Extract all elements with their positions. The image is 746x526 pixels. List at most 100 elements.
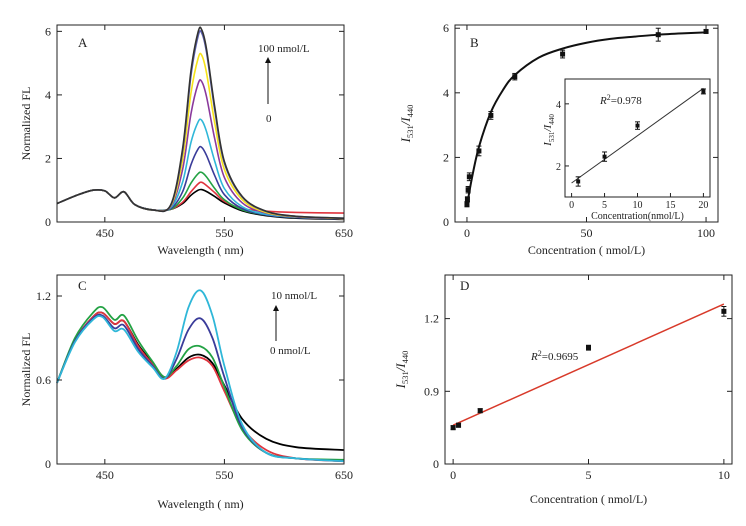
panel-b-inset-r2-label: R2=0.978 bbox=[599, 93, 642, 107]
panel-c-spectrum-line bbox=[56, 313, 345, 463]
panel-b-y-label-sep: / bbox=[398, 120, 413, 126]
panel-b-inset-y-tick-label: 2 bbox=[556, 162, 561, 173]
panel-a-y-tick-label: 2 bbox=[45, 151, 51, 165]
panel-d-y-tick-label: 0.9 bbox=[424, 384, 439, 398]
panel-a-y-tick-label: 4 bbox=[45, 88, 51, 102]
panel-d-fit-line bbox=[452, 303, 725, 426]
panel-b-data-point bbox=[464, 196, 470, 202]
panel-d-y-axis-label: I531/I440 bbox=[393, 351, 410, 390]
panel-a-spectrum-line bbox=[56, 188, 345, 221]
panel-b-data-point bbox=[655, 32, 661, 38]
panel-b-inset-r2-prefix: R bbox=[599, 95, 607, 107]
panel-b-y-tick-label: 0 bbox=[443, 215, 449, 229]
panel-b-data-point bbox=[488, 112, 494, 118]
panel-b-inset-y-tick-label: 4 bbox=[556, 100, 561, 111]
panel-b-y-tick-label: 2 bbox=[443, 150, 449, 164]
panel-c-y-tick-label: 0.6 bbox=[36, 373, 51, 387]
panel-d-y-label-sub2: 440 bbox=[400, 351, 410, 364]
panel-b-y-label-main2: I bbox=[398, 117, 413, 123]
panel-b-inset-data-point bbox=[602, 154, 607, 159]
panel-d-x-tick-label: 5 bbox=[586, 468, 592, 482]
panel-b-inset-r2-sup: 2 bbox=[607, 93, 611, 102]
panel-c-spectrum-line bbox=[56, 305, 345, 461]
panel-d-data-point bbox=[586, 345, 591, 351]
panel-b-y-label-main: I bbox=[398, 137, 413, 143]
panel-c: 450 550 650 0 0.6 1.2 C Wavelength ( nm) Normali… bbox=[19, 274, 353, 511]
panel-b-inset-data-point bbox=[576, 179, 581, 184]
panel-b-data-point bbox=[476, 148, 482, 154]
panel-d-y-label-main2: I bbox=[393, 363, 408, 369]
panel-c-spectrum-line bbox=[56, 311, 345, 463]
panel-b-x-tick-label: 0 bbox=[464, 226, 470, 240]
panel-b-x-axis-label: Concentration ( nmol/L) bbox=[528, 243, 645, 257]
panel-a-frame bbox=[56, 24, 345, 223]
panel-b-data-point bbox=[703, 28, 709, 34]
panel-d-data-point bbox=[477, 408, 483, 414]
panel-d-y-label-sep: / bbox=[393, 366, 408, 372]
panel-d-r2-label: R2=0.9695 bbox=[530, 349, 579, 363]
panel-b-inset-y-label-sep: / bbox=[542, 128, 554, 133]
panel-c-letter: C bbox=[78, 278, 87, 293]
panel-d-x-tick-label: 0 bbox=[450, 468, 456, 482]
panel-b-x-tick-label: 100 bbox=[697, 226, 715, 240]
panel-b-inset-x-tick-label: 10 bbox=[633, 200, 643, 211]
panel-c-y-axis-label: Normalized FL bbox=[19, 333, 33, 407]
panel-b-inset-x-tick-label: 20 bbox=[698, 200, 708, 211]
panel-b-inset-y-label-sub1: 531 bbox=[548, 131, 556, 142]
panel-a-annotation-top: 100 nmol/L bbox=[258, 43, 310, 55]
panel-d-r2-value: =0.9695 bbox=[542, 351, 579, 363]
panel-b-y-tick-label: 4 bbox=[443, 86, 449, 100]
panel-d-x-axis-label: Concentration ( nmol/L) bbox=[530, 492, 647, 506]
panel-b-y-tick-label: 6 bbox=[443, 21, 449, 35]
panel-b-inset-x-axis-label: Concentration(nmol/L) bbox=[591, 211, 684, 222]
panel-a-spectrum-line bbox=[56, 118, 345, 220]
panel-a-spectrum-line bbox=[56, 181, 345, 214]
panel-b-inset-fit-line bbox=[571, 87, 704, 184]
panel-c-x-tick-label: 550 bbox=[215, 468, 233, 482]
panel-b-inset-r2-value: =0.978 bbox=[611, 95, 642, 107]
panel-b-inset-x-tick-label: 15 bbox=[665, 200, 675, 211]
panel-d-y-label-sub1: 531 bbox=[400, 371, 410, 384]
panel-a-letter: A bbox=[78, 35, 88, 50]
panel-b-inset-data-point bbox=[635, 123, 640, 128]
panel-a-x-tick-label: 450 bbox=[96, 226, 114, 240]
panel-a-spectrum-line bbox=[56, 52, 345, 220]
panel-a-x-tick-label: 550 bbox=[215, 226, 233, 240]
panel-d-y-tick-label: 0 bbox=[433, 457, 439, 471]
panel-c-frame bbox=[56, 274, 345, 465]
panel-c-annotation-top: 10 nmol/L bbox=[271, 290, 317, 302]
panel-c-y-tick-label: 0 bbox=[45, 457, 51, 471]
panel-b-data-point bbox=[464, 201, 470, 207]
panel-c-x-tick-label: 650 bbox=[335, 468, 353, 482]
panel-c-spectrum-line bbox=[56, 289, 345, 463]
panel-d-data-point bbox=[721, 308, 727, 314]
panel-a: 450 550 650 0 2 4 6 A Wavelength ( nm) Normalized… bbox=[19, 24, 353, 257]
panel-b-inset: 0 5 10 15 2024Concentration(nmol/L)I531/I440… bbox=[542, 78, 711, 222]
panel-c-arrow-head bbox=[273, 305, 279, 311]
panel-a-y-tick-label: 6 bbox=[45, 24, 51, 38]
panel-a-y-tick-label: 0 bbox=[45, 215, 51, 229]
panel-a-x-tick-label: 650 bbox=[335, 226, 353, 240]
panel-b-inset-y-label-main: I bbox=[542, 141, 554, 147]
panel-a-spectrum-line bbox=[56, 26, 345, 219]
panel-a-annotation-bottom: 0 bbox=[266, 113, 272, 125]
panel-b-data-point bbox=[512, 74, 518, 80]
panel-a-spectrum-line bbox=[56, 79, 345, 220]
panel-c-x-axis-label: Wavelength ( nm) bbox=[157, 497, 243, 511]
panel-b-data-point bbox=[466, 174, 472, 180]
panel-a-y-axis-label: Normalized FL bbox=[19, 87, 33, 161]
panel-b-inset-x-tick-label: 0 bbox=[569, 200, 574, 211]
panel-c-x-tick-label: 450 bbox=[96, 468, 114, 482]
panel-b-inset-y-axis-label: I531/I440 bbox=[542, 114, 556, 147]
panel-d-r2-sup: 2 bbox=[538, 349, 542, 358]
panel-b-data-point bbox=[465, 187, 471, 193]
panel-d-x-tick-label: 10 bbox=[718, 468, 730, 482]
panel-c-annotation-bottom: 0 nmol/L bbox=[270, 345, 311, 357]
panel-c-y-tick-label: 1.2 bbox=[36, 289, 51, 303]
panel-a-x-axis-label: Wavelength ( nm) bbox=[157, 243, 243, 257]
panel-b-inset-x-tick-label: 5 bbox=[602, 200, 607, 211]
panel-d-y-label-main: I bbox=[393, 383, 408, 389]
